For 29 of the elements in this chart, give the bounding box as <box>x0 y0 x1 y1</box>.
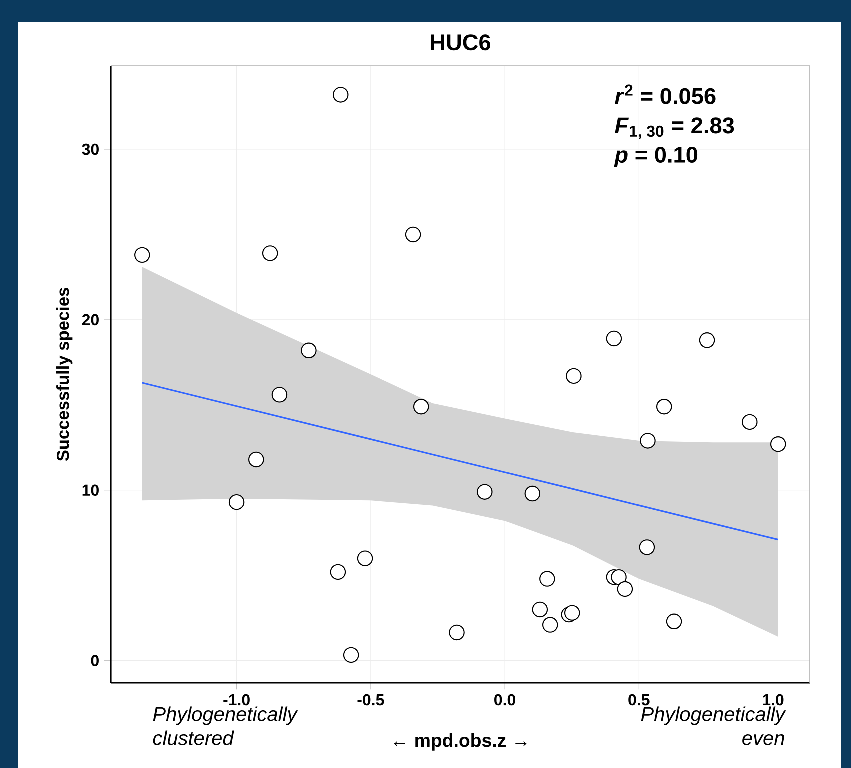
point <box>640 433 656 449</box>
x-tick-label: 1.0 <box>763 694 784 706</box>
y-tick-label: 0 <box>91 655 99 666</box>
y-tick-label: 30 <box>82 144 99 156</box>
point <box>564 605 580 621</box>
text: Phylogenetically even <box>641 706 786 746</box>
line-series <box>142 382 780 541</box>
point <box>477 484 493 500</box>
point <box>301 342 317 358</box>
x-tick-label: 0.5 <box>628 694 650 706</box>
y-axis-title: Successfully species <box>56 288 73 462</box>
point <box>770 436 786 452</box>
point <box>639 540 656 556</box>
annotation: F$_{1, 30}$ = 2.83 <box>615 118 734 140</box>
x-tick-label: -0.5 <box>358 694 384 706</box>
point <box>524 486 541 502</box>
point <box>248 452 264 468</box>
x-axis-title: ← mpd.obs.z → <box>394 734 527 751</box>
annotation: p = 0.10 <box>614 146 698 168</box>
point <box>272 387 288 403</box>
annotation: r$^{2}$ = 0.056 <box>615 84 716 104</box>
chart-title: HUC6 <box>431 34 491 51</box>
x-tick-label: 0.0 <box>494 694 516 706</box>
x-tick-label: -1.0 <box>224 694 250 706</box>
point <box>611 569 627 586</box>
point <box>413 399 430 415</box>
text: Phylogenetically clustered <box>153 706 298 746</box>
y-tick-label: 20 <box>82 314 99 326</box>
y-tick-label: 10 <box>82 484 99 496</box>
